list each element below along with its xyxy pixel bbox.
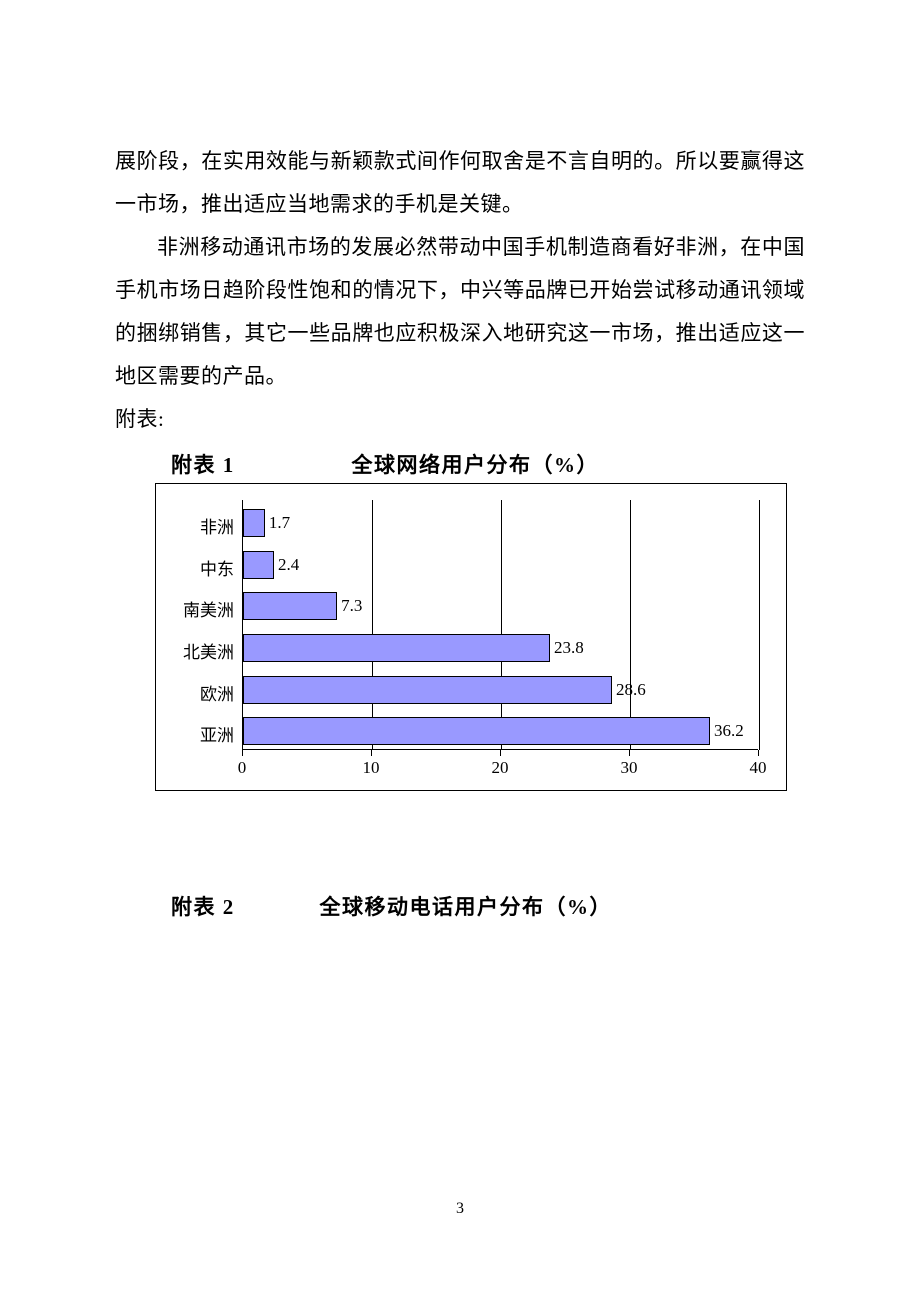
chart1-bar xyxy=(243,676,612,704)
chart1-bar xyxy=(243,509,265,537)
chart1-x-label: 10 xyxy=(363,758,380,778)
attachment-label: 附表: xyxy=(115,398,805,441)
chart1-gridline xyxy=(759,500,760,750)
page-number: 3 xyxy=(456,1200,464,1218)
chart1-container: 1.7 2.4 7.3 23.8 28.6 36.2 0 10 20 30 40 非洲中东南美洲北美… xyxy=(155,483,787,791)
chart1-value-label: 7.3 xyxy=(341,596,362,616)
chart1-value-label: 28.6 xyxy=(616,680,646,700)
chart1-y-label: 北美洲 xyxy=(156,638,234,663)
chart1-x-tick xyxy=(371,750,372,756)
chart1-y-label: 南美洲 xyxy=(156,596,234,621)
chart1-gridline xyxy=(372,500,373,750)
chart2-header-title: 全球移动电话用户分布（%） xyxy=(320,891,613,921)
chart1-y-label: 非洲 xyxy=(156,513,234,538)
chart1-y-label: 欧洲 xyxy=(156,680,234,705)
chart1-x-tick xyxy=(629,750,630,756)
chart1-header-left: 附表 1 xyxy=(171,449,235,479)
chart1-bar xyxy=(243,592,337,620)
chart1-bar xyxy=(243,717,710,745)
chart1-plot: 1.7 2.4 7.3 23.8 28.6 36.2 xyxy=(242,500,758,750)
chart1-value-label: 1.7 xyxy=(269,513,290,533)
chart1-x-label: 40 xyxy=(750,758,767,778)
chart1-x-label: 30 xyxy=(621,758,638,778)
chart1-value-label: 23.8 xyxy=(554,638,584,658)
chart1-value-label: 2.4 xyxy=(278,555,299,575)
chart1-x-tick xyxy=(758,750,759,756)
chart1-x-tick xyxy=(242,750,243,756)
chart1-y-label: 亚洲 xyxy=(156,721,234,746)
chart1-value-label: 36.2 xyxy=(714,721,744,741)
chart1-x-label: 0 xyxy=(238,758,247,778)
chart1-header-title: 全球网络用户分布（%） xyxy=(352,449,600,479)
chart2-header: 附表 2 全球移动电话用户分布（%） xyxy=(115,891,805,921)
chart1-header: 附表 1 全球网络用户分布（%） xyxy=(115,449,805,479)
paragraph-1: 展阶段，在实用效能与新颖款式间作何取舍是不言自明的。所以要赢得这一市场，推出适应… xyxy=(115,140,805,226)
chart1-bar xyxy=(243,634,550,662)
chart1-x-tick xyxy=(500,750,501,756)
chart1-bar xyxy=(243,551,274,579)
chart1-y-label: 中东 xyxy=(156,555,234,580)
chart2-header-left: 附表 2 xyxy=(171,891,235,921)
chart1-gridline xyxy=(501,500,502,750)
chart1-x-label: 20 xyxy=(492,758,509,778)
paragraph-2: 非洲移动通讯市场的发展必然带动中国手机制造商看好非洲，在中国手机市场日趋阶段性饱… xyxy=(115,226,805,398)
chart1-gridline xyxy=(630,500,631,750)
